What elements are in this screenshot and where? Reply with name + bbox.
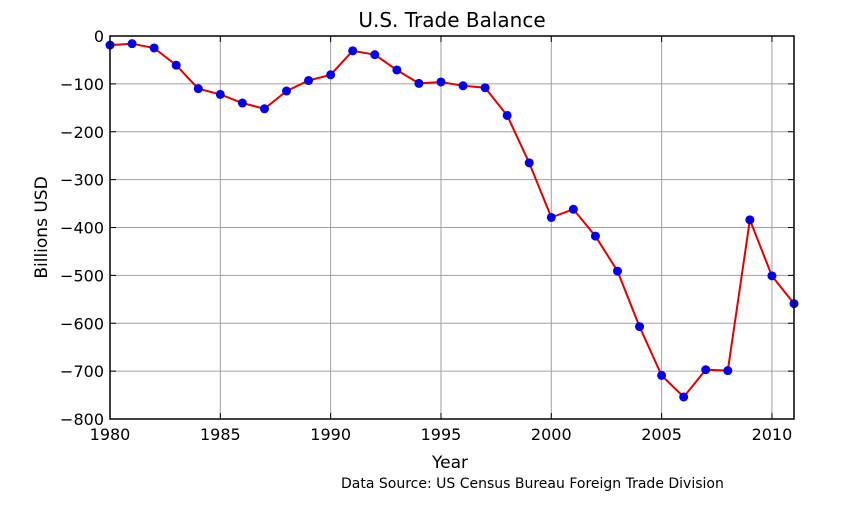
x-tick-label: 1980 xyxy=(90,425,131,444)
x-tick-label: 1995 xyxy=(421,425,462,444)
data-point xyxy=(480,83,490,93)
x-tick-label: 2010 xyxy=(752,425,793,444)
data-point xyxy=(745,215,755,225)
y-tick-label: −100 xyxy=(60,75,104,94)
x-axis-label: Year xyxy=(431,453,468,473)
y-tick-label: −300 xyxy=(60,171,104,190)
x-tick-label: 2000 xyxy=(531,425,572,444)
data-point xyxy=(701,365,711,375)
data-point xyxy=(458,81,468,91)
data-point xyxy=(568,204,578,214)
data-point xyxy=(524,158,534,168)
data-point xyxy=(392,65,402,75)
y-tick-label: −600 xyxy=(60,314,104,333)
data-point xyxy=(282,86,292,96)
y-tick-label: −200 xyxy=(60,123,104,142)
data-point xyxy=(502,110,512,120)
data-point xyxy=(348,46,358,56)
data-point xyxy=(215,89,225,99)
chart-title: U.S. Trade Balance xyxy=(358,8,545,32)
data-point xyxy=(723,366,733,376)
data-point xyxy=(326,70,336,80)
data-point xyxy=(193,84,203,94)
y-tick-label: −400 xyxy=(60,219,104,238)
data-point xyxy=(414,78,424,88)
y-tick-label: −700 xyxy=(60,362,104,381)
y-tick-label: 0 xyxy=(94,27,104,46)
x-tick-label: 1985 xyxy=(200,425,241,444)
series-group xyxy=(105,39,799,402)
series-line xyxy=(109,42,795,399)
data-point xyxy=(657,370,667,380)
y-tick-label: −500 xyxy=(60,266,104,285)
data-point xyxy=(127,39,137,49)
data-point xyxy=(635,322,645,332)
data-point xyxy=(436,77,446,87)
data-point xyxy=(679,392,689,402)
tick-marks xyxy=(109,35,794,420)
x-tick-label: 2005 xyxy=(641,425,682,444)
data-point xyxy=(237,98,247,108)
y-tick-label: −800 xyxy=(60,410,104,429)
data-point xyxy=(590,231,600,241)
data-source-note: Data Source: US Census Bureau Foreign Tr… xyxy=(341,476,724,492)
grid-lines xyxy=(109,35,794,420)
data-point xyxy=(149,43,159,53)
data-point xyxy=(546,212,556,222)
data-point xyxy=(612,266,622,276)
data-point xyxy=(259,104,269,114)
y-axis-label: Billions USD xyxy=(32,176,52,278)
data-point xyxy=(171,60,181,70)
data-point xyxy=(767,271,777,281)
data-point xyxy=(304,76,314,86)
x-tick-label: 1990 xyxy=(310,425,351,444)
data-point xyxy=(370,50,380,60)
tick-labels: 1980 1985 1990 1995 2000 2005 2010 0 −100 −200 −30… xyxy=(60,27,792,444)
